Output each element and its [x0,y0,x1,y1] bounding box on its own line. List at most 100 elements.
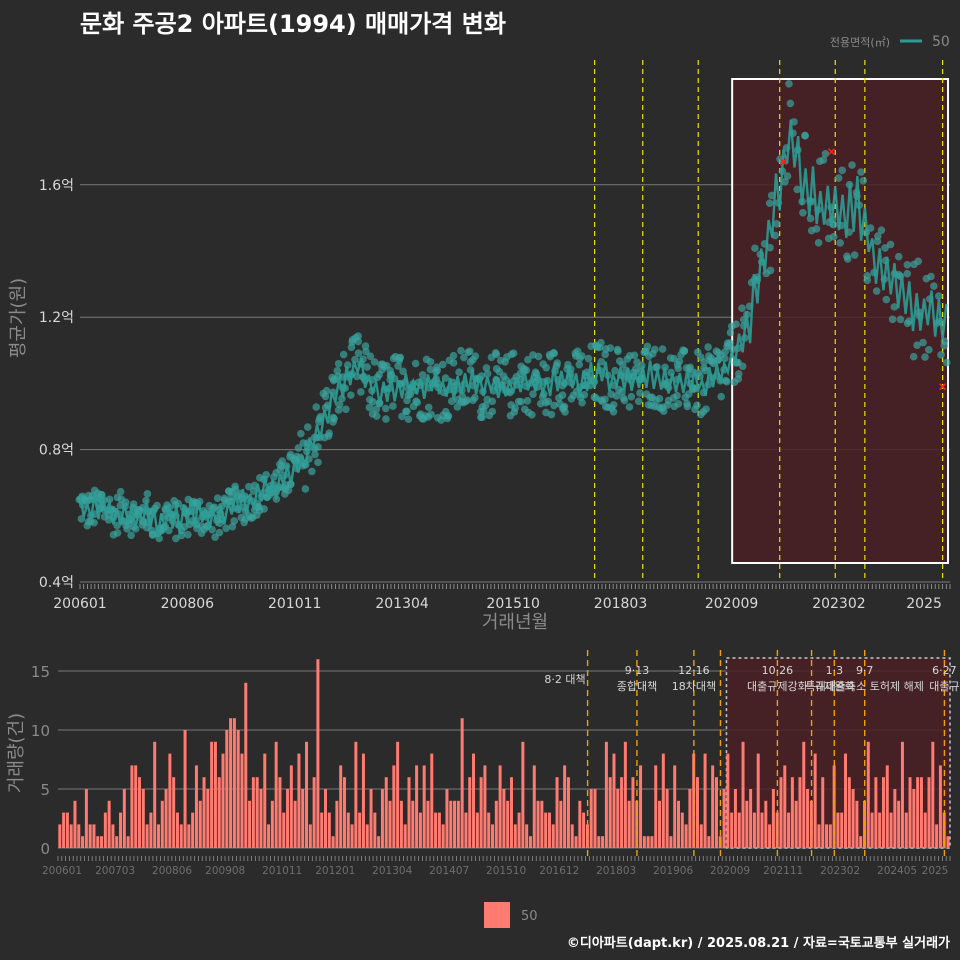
volume-bar [396,741,400,848]
volume-bar [115,836,119,848]
price-cross-marker [828,148,836,156]
volume-bar [183,730,187,848]
price-point [674,399,683,408]
volume-bar [825,824,829,848]
volume-bar [521,741,525,848]
price-point [812,225,821,233]
price-point [836,239,844,247]
price-point [723,377,731,386]
volume-bar [946,836,950,848]
price-point [661,363,669,372]
volume-bar [65,812,69,848]
volume-bar [779,777,783,848]
price-point [372,405,381,414]
volume-legend-swatch [484,902,510,928]
price-legend-entry: 50 [932,34,950,50]
price-point [618,360,627,369]
price-point [700,358,708,366]
volume-bar [821,777,825,848]
price-point [601,350,609,359]
volume-bar [141,789,145,848]
price-point [381,404,390,413]
price-point [314,458,322,467]
price-point [834,174,843,182]
price-point [482,364,491,372]
price-point [342,405,350,414]
volume-bar [908,777,912,848]
volume-bar [289,765,293,848]
price-point [143,490,152,498]
volume-bar [885,765,889,848]
volume-bar [415,765,419,848]
volume-bar [418,812,422,848]
price-point [606,344,615,352]
price-point [418,371,427,379]
credit-text: ©디아파트(dapt.kr) / 2025.08.21 / 자료=국토교통부 실… [566,936,950,951]
price-point [927,272,935,281]
volume-x-tick-label: 201407 [429,865,469,877]
price-point [866,224,875,232]
price-x-tick-label: 201011 [268,596,321,612]
price-point [453,403,462,411]
volume-bar [96,836,100,848]
price-y-tick-label: 1.6억 [39,178,74,194]
price-point [507,350,516,359]
volume-bar [684,824,688,848]
price-point [308,467,316,476]
price-point [888,315,897,324]
volume-bar [798,777,802,848]
volume-bar [532,765,536,848]
price-point [444,412,453,420]
price-point [580,391,589,399]
price-cross-marker [939,383,947,391]
price-point [613,345,622,354]
price-point [620,396,629,405]
volume-bar [84,789,88,848]
price-point [578,398,586,407]
price-point [609,400,618,409]
price-point [399,367,407,376]
price-point [529,390,537,398]
price-point [636,389,644,397]
volume-bar [437,812,441,848]
price-point [934,292,943,300]
price-point [123,525,131,533]
volume-bar [210,741,214,848]
price-point [457,346,465,355]
price-point [129,500,138,508]
volume-bar [191,812,195,848]
volume-bar [225,730,229,848]
volume-bar [320,812,324,848]
volume-y-axis-title: 거래량(건) [6,713,27,793]
volume-bar [604,741,608,848]
price-point [370,358,379,366]
volume-bar [851,789,855,848]
price-point [732,320,740,328]
volume-bar [407,777,411,848]
volume-bar [263,753,267,848]
volume-bar [213,741,217,848]
volume-bar [267,824,271,848]
volume-bar [589,789,593,848]
price-x-tick-label: 201510 [486,596,539,612]
volume-bar [206,789,210,848]
volume-bar [172,777,176,848]
price-point [262,470,270,479]
volume-bar [111,824,115,848]
volume-bar [601,836,605,848]
volume-bar [627,800,631,848]
volume-bar [278,777,282,848]
volume-bar [528,836,532,848]
volume-bar [764,800,768,848]
volume-bar [931,741,935,848]
volume-bar [73,800,77,848]
price-point [481,401,490,410]
price-point [215,528,224,537]
price-point [297,429,305,438]
price-point [942,358,951,367]
volume-bar [536,800,540,848]
volume-bar [221,753,225,848]
volume-bar [695,777,699,848]
volume-bar [240,753,244,848]
volume-bar [711,765,715,848]
